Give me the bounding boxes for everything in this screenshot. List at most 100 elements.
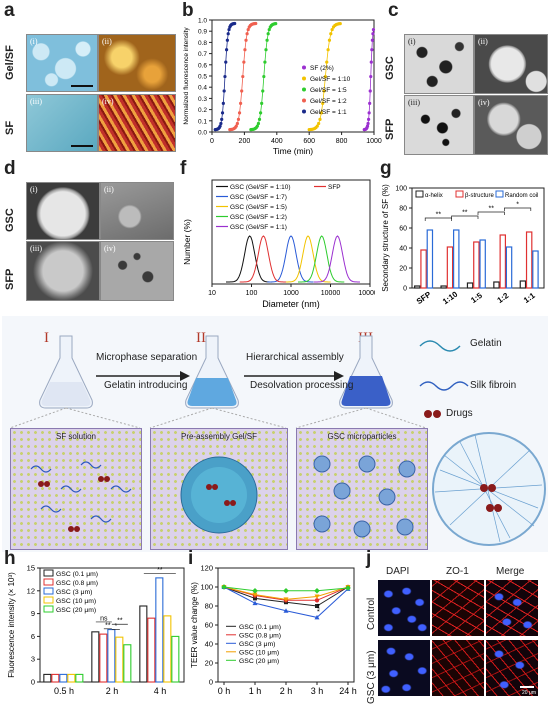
significance-label: * xyxy=(114,623,117,630)
micrograph-c-iv: (iv) xyxy=(474,95,548,155)
data-point xyxy=(370,48,374,52)
bar xyxy=(155,577,164,683)
micrograph-a-ii: (ii) xyxy=(98,34,176,92)
subpanel-a-ii: (ii) xyxy=(102,37,112,46)
x-tick-label: 10 xyxy=(208,290,216,297)
panel-f-label: f xyxy=(180,158,187,179)
legend-swatch xyxy=(43,605,54,613)
bar xyxy=(107,629,116,683)
significance-bracket xyxy=(477,211,505,215)
legend-entry: GSC (0.1 μm) xyxy=(56,571,98,578)
data-point xyxy=(367,117,371,121)
data-point xyxy=(323,74,327,79)
legend-drugs: Drugs xyxy=(446,408,473,419)
legend-marker xyxy=(302,109,306,114)
col-label-zo1: ZO-1 xyxy=(446,566,469,577)
data-point xyxy=(314,594,320,599)
legend-entry: GSC (Gel/SF = 1:10) xyxy=(230,184,291,191)
image-merge-control xyxy=(486,580,538,636)
drug-icon xyxy=(424,410,432,418)
data-point xyxy=(235,121,239,126)
bar xyxy=(499,234,507,289)
subpanel-d-iii: (iii) xyxy=(30,244,42,253)
step-1: I xyxy=(44,330,49,346)
x-tick-label: 0 xyxy=(210,138,214,145)
data-point xyxy=(252,588,258,594)
flask-3-icon xyxy=(339,335,393,409)
data-point xyxy=(246,27,250,32)
data-point xyxy=(242,60,246,64)
legend-entry: GSC (3 μm) xyxy=(56,589,92,596)
y-tick-label: 0.7 xyxy=(198,51,207,58)
y-tick-label: 0 xyxy=(31,678,35,687)
bar xyxy=(139,605,148,683)
y-tick-label: 12 xyxy=(27,586,35,595)
data-point xyxy=(318,117,322,121)
x-tick-label: 10000 xyxy=(321,290,341,297)
y-tick-label: 15 xyxy=(27,564,35,573)
y-tick-label: 0.2 xyxy=(198,107,207,114)
x-tick-label: 4 h xyxy=(154,686,167,696)
y-tick-label: 100 xyxy=(200,583,213,592)
box-title-3: GSC microparticles xyxy=(327,432,397,441)
micrograph-a-iii: (iii) xyxy=(26,94,98,152)
significance-label: ** xyxy=(117,618,123,625)
legend-marker xyxy=(302,65,306,70)
significance-label: ** xyxy=(462,210,468,217)
legend-gelatin: Gelatin xyxy=(470,338,502,349)
box-sf-solution: SF solution xyxy=(10,428,142,550)
y-tick-label: 0 xyxy=(403,286,407,293)
gelatin-icon xyxy=(419,340,461,352)
bar xyxy=(115,636,124,683)
arrow-1-bottom-label: Gelatin introducing xyxy=(104,380,188,391)
y-tick-label: 0.4 xyxy=(198,85,207,92)
micrograph-c-ii: (ii) xyxy=(474,34,548,94)
y-tick-label: 0.9 xyxy=(198,29,207,36)
silk-fibroin-icon xyxy=(419,381,469,391)
data-point xyxy=(224,60,228,64)
significance-bracket xyxy=(451,215,479,219)
significance-label: * xyxy=(516,202,519,209)
legend-swatch xyxy=(495,190,504,198)
legend-swatch xyxy=(43,587,54,595)
series-line xyxy=(313,235,360,283)
panel-b-label: b xyxy=(182,0,194,21)
bar xyxy=(505,246,513,289)
data-point xyxy=(260,101,264,106)
data-point xyxy=(368,101,372,106)
bar xyxy=(59,673,68,683)
bar xyxy=(453,229,460,289)
y-axis-label: Normalized fluorescence intensity xyxy=(183,27,190,125)
legend-marker xyxy=(302,76,306,81)
data-point xyxy=(365,124,370,128)
bar xyxy=(466,282,474,289)
bar xyxy=(479,239,486,289)
data-point xyxy=(255,124,259,128)
y-tick-label: 0.3 xyxy=(198,96,207,103)
data-point xyxy=(243,48,247,52)
data-point xyxy=(257,117,262,121)
subpanel-d-iv: (iv) xyxy=(104,244,116,253)
legend-entry: GSC (0.8 μm) xyxy=(56,580,98,587)
legend-entry: GSC (Gel/SF = 1:2) xyxy=(230,214,287,221)
flask-1-icon xyxy=(39,335,93,409)
series-line xyxy=(239,235,286,283)
bar xyxy=(493,281,500,289)
y-tick-label: 1.0 xyxy=(198,18,207,25)
y-tick-label: 100 xyxy=(395,186,407,193)
subpanel-c-ii: (ii) xyxy=(478,37,488,46)
x-tick-label: 600 xyxy=(303,138,315,145)
legend-entry: Gel/SF = 1:2 xyxy=(310,98,347,105)
data-point xyxy=(239,101,243,106)
significance-label: ** xyxy=(157,567,163,574)
data-point xyxy=(262,74,266,79)
chart-i: 0 20 40 60 80 100 120 0 h 1 h 2 h 3 h 24 h TEER valu… xyxy=(190,564,357,697)
subpanel-c-i: (i) xyxy=(408,37,416,46)
scale-bar xyxy=(520,686,534,688)
panel-a-row-label-1: Gel/SF xyxy=(4,45,16,80)
data-point xyxy=(315,124,319,128)
bar xyxy=(75,673,84,683)
micrograph-d-ii: (ii) xyxy=(100,182,174,240)
flask-2-icon xyxy=(185,335,239,409)
panel-d-label: d xyxy=(4,158,16,179)
